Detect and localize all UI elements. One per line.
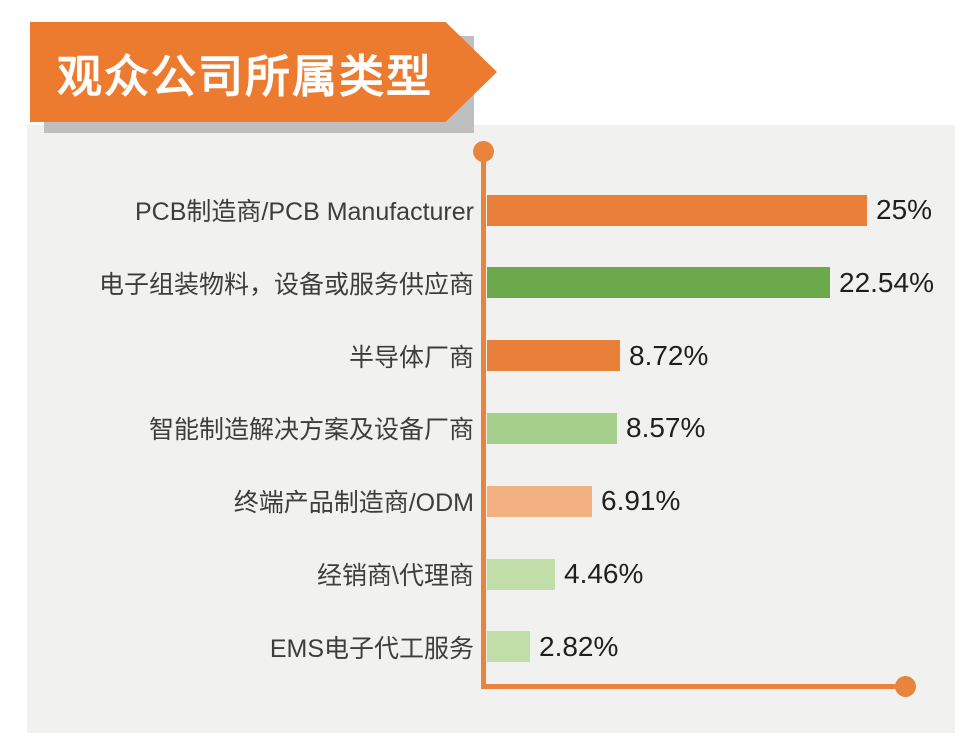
bar-row: 电子组装物料，设备或服务供应商 22.54% (0, 266, 977, 299)
chart-title: 观众公司所属类型 (57, 50, 434, 102)
value-label: 22.54% (839, 266, 934, 298)
value-label: 4.46% (564, 558, 644, 589)
value-label: 6.91% (601, 485, 681, 517)
bar-row: 智能制造解决方案及设备厂商 8.57% (0, 412, 977, 445)
bar-row: EMS电子代工服务 2.82% (0, 630, 977, 663)
bar-row: 经销商\代理商 4.46% (0, 558, 977, 590)
category-label: 智能制造解决方案及设备厂商 (148, 416, 474, 445)
category-label: PCB制造商/PCB Manufacturer (135, 198, 474, 226)
bar (487, 340, 620, 372)
category-label: 电子组装物料，设备或服务供应商 (98, 270, 474, 299)
category-label: 半导体厂商 (348, 343, 474, 372)
bar-row: 半导体厂商 8.72% (0, 339, 977, 372)
category-label: 经销商\代理商 (317, 562, 474, 590)
y-axis-line (481, 151, 486, 689)
category-label: 终端产品制造商/ODM (233, 489, 474, 518)
bar (487, 267, 830, 299)
axis-end-dot (895, 676, 916, 697)
bar (487, 631, 530, 663)
bar (487, 485, 592, 517)
chart-title-banner: 观众公司所属类型 (30, 22, 497, 122)
value-label: 25% (876, 194, 933, 225)
x-axis-line (481, 684, 905, 689)
bar (487, 412, 617, 444)
value-label: 8.72% (629, 339, 709, 371)
value-label: 2.82% (539, 630, 619, 662)
axis-top-dot (473, 141, 494, 162)
bar (487, 194, 867, 226)
value-label: 8.57% (626, 412, 706, 444)
bar (487, 558, 555, 590)
bar-row: 终端产品制造商/ODM 6.91% (0, 485, 977, 518)
bar-row: PCB制造商/PCB Manufacturer 25% (0, 194, 977, 226)
category-label: EMS电子代工服务 (269, 634, 474, 663)
